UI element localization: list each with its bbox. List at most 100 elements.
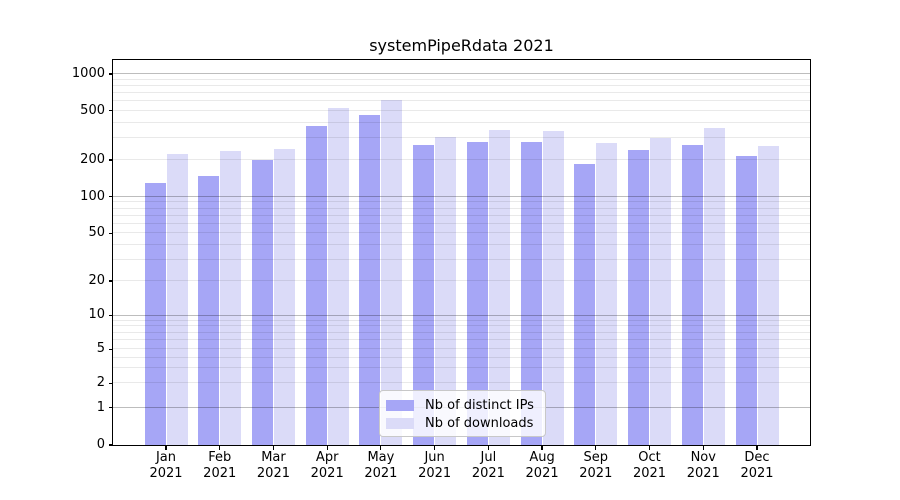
- gridline-minor: [113, 91, 810, 93]
- bar-downloads-may: [381, 99, 403, 445]
- gridline-minor: [113, 348, 810, 350]
- bar-distinct-ips-apr: [305, 125, 327, 445]
- bar-downloads-oct: [650, 138, 672, 445]
- gridline-minor: [113, 109, 810, 111]
- x-tick-mark: [165, 445, 167, 450]
- gridline-minor: [113, 319, 810, 321]
- x-tick-label-may: May 2021: [364, 450, 398, 481]
- bar-downloads-apr: [327, 108, 349, 445]
- bar-distinct-ips-feb: [198, 175, 220, 445]
- gridline-minor: [113, 137, 810, 139]
- bar-downloads-sep: [596, 143, 618, 445]
- bar-downloads-feb: [220, 150, 242, 445]
- y-tick-mark: [108, 73, 113, 75]
- plot-area: Nb of distinct IPs Nb of downloads: [112, 59, 811, 446]
- gridline-minor: [113, 325, 810, 327]
- gridline-minor: [113, 84, 810, 86]
- y-tick-mark: [108, 110, 113, 112]
- legend-swatch-downloads: [386, 417, 414, 429]
- legend-row: Nb of downloads: [386, 415, 536, 431]
- x-tick-label-jul: Jul 2021: [471, 450, 505, 481]
- gridline-minor: [113, 339, 810, 341]
- gridline-minor: [113, 201, 810, 203]
- y-tick-mark: [108, 407, 113, 409]
- x-tick-label-aug: Aug 2021: [525, 450, 559, 481]
- x-tick-mark: [380, 445, 382, 450]
- gridline-minor: [113, 331, 810, 333]
- x-tick-label-nov: Nov 2021: [686, 450, 720, 481]
- legend: Nb of distinct IPs Nb of downloads: [379, 390, 546, 437]
- y-tick-mark: [108, 159, 113, 161]
- y-tick-mark: [108, 196, 113, 198]
- gridline-minor: [113, 280, 810, 281]
- gridline-minor: [113, 258, 810, 260]
- gridline-minor: [113, 78, 810, 80]
- x-tick-mark: [219, 445, 221, 450]
- legend-swatch-distinct-ips: [386, 399, 414, 411]
- bar-downloads-jan: [166, 153, 188, 445]
- bar-distinct-ips-jan: [144, 183, 166, 445]
- x-tick-label-mar: Mar 2021: [256, 450, 290, 481]
- bar-distinct-ips-oct: [628, 149, 650, 445]
- bar-distinct-ips-mar: [251, 160, 273, 445]
- y-tick-label: 1000: [71, 66, 105, 81]
- y-tick-label: 2: [96, 375, 105, 391]
- bar-distinct-ips-nov: [681, 144, 703, 445]
- x-tick-mark: [487, 445, 489, 450]
- gridline-minor: [113, 100, 810, 102]
- y-tick-label: 0: [96, 437, 105, 452]
- y-tick-label: 50: [88, 225, 105, 241]
- gridline-minor: [113, 207, 810, 209]
- gridline-minor: [113, 356, 810, 358]
- legend-row: Nb of distinct IPs: [386, 397, 536, 413]
- x-tick-label-sep: Sep 2021: [579, 450, 613, 481]
- x-tick-mark: [326, 445, 328, 450]
- y-tick-label: 10: [88, 307, 105, 323]
- x-tick-label-apr: Apr 2021: [310, 450, 344, 481]
- legend-label-distinct-ips: Nb of distinct IPs: [425, 397, 534, 413]
- bar-distinct-ips-may: [359, 114, 381, 445]
- bar-downloads-mar: [273, 148, 295, 445]
- gridline-minor: [113, 214, 810, 216]
- x-tick-mark: [434, 445, 436, 450]
- x-tick-label-feb: Feb 2021: [203, 450, 237, 481]
- y-tick-mark: [108, 348, 113, 350]
- gridline-major: [113, 73, 810, 74]
- x-tick-label-jan: Jan 2021: [149, 450, 183, 481]
- y-tick-label: 500: [80, 102, 105, 118]
- bar-downloads-aug: [542, 131, 564, 445]
- y-tick-label: 200: [80, 151, 105, 167]
- bar-distinct-ips-aug: [520, 141, 542, 445]
- bar-downloads-jun: [435, 136, 457, 445]
- gridline-minor: [113, 232, 810, 234]
- y-tick-mark: [108, 232, 113, 234]
- gridline-major: [113, 195, 810, 197]
- bar-distinct-ips-jul: [466, 142, 488, 445]
- y-tick-label: 100: [80, 188, 105, 204]
- gridline-minor: [113, 243, 810, 245]
- y-tick-label: 20: [88, 272, 105, 288]
- y-tick-mark: [108, 314, 113, 317]
- x-tick-label-jun: Jun 2021: [418, 450, 452, 481]
- gridline-minor: [113, 121, 810, 123]
- y-tick-mark: [108, 444, 113, 446]
- bar-downloads-dec: [757, 146, 779, 445]
- bar-downloads-nov: [703, 127, 725, 445]
- gridline-minor: [113, 222, 810, 224]
- y-tick-mark: [108, 382, 113, 384]
- gridline-minor: [113, 367, 810, 369]
- x-tick-mark: [272, 445, 275, 450]
- y-tick-label: 5: [96, 341, 105, 357]
- bar-downloads-jul: [488, 129, 510, 445]
- x-tick-label-dec: Dec 2021: [740, 450, 774, 481]
- x-tick-mark: [756, 445, 758, 450]
- x-tick-mark: [702, 445, 704, 450]
- x-tick-mark: [595, 445, 597, 450]
- chart-title: systemPipeRdata 2021: [369, 36, 554, 55]
- gridline-minor: [113, 159, 810, 160]
- x-tick-mark: [541, 445, 543, 450]
- bar-distinct-ips-jun: [413, 144, 435, 445]
- gridline-minor: [113, 382, 810, 384]
- bar-distinct-ips-sep: [574, 163, 596, 445]
